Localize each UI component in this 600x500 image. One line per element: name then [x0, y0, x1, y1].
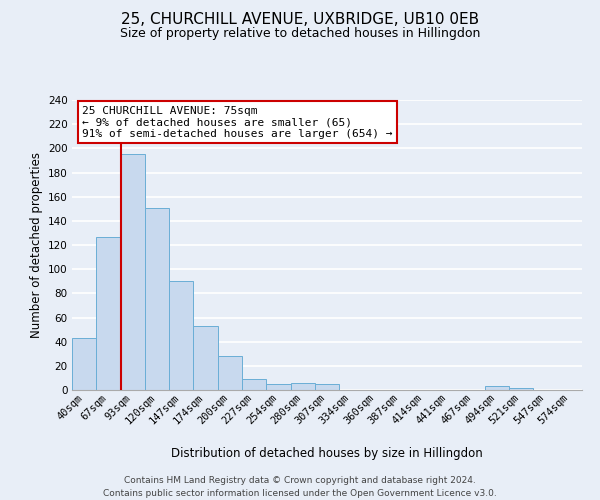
Text: Contains HM Land Registry data © Crown copyright and database right 2024.
Contai: Contains HM Land Registry data © Crown c… — [103, 476, 497, 498]
Y-axis label: Number of detached properties: Number of detached properties — [29, 152, 43, 338]
Bar — [193, 326, 218, 390]
Bar — [242, 379, 266, 390]
Text: 25, CHURCHILL AVENUE, UXBRIDGE, UB10 0EB: 25, CHURCHILL AVENUE, UXBRIDGE, UB10 0EB — [121, 12, 479, 28]
Text: 25 CHURCHILL AVENUE: 75sqm
← 9% of detached houses are smaller (65)
91% of semi-: 25 CHURCHILL AVENUE: 75sqm ← 9% of detac… — [82, 106, 392, 139]
Bar — [290, 383, 315, 390]
Bar — [266, 384, 290, 390]
Bar — [169, 281, 193, 390]
Text: Distribution of detached houses by size in Hillingdon: Distribution of detached houses by size … — [171, 448, 483, 460]
Bar — [315, 384, 339, 390]
Bar — [121, 154, 145, 390]
Bar — [96, 236, 121, 390]
Bar — [145, 208, 169, 390]
Bar — [509, 388, 533, 390]
Text: Size of property relative to detached houses in Hillingdon: Size of property relative to detached ho… — [120, 28, 480, 40]
Bar — [485, 386, 509, 390]
Bar — [218, 356, 242, 390]
Bar — [72, 338, 96, 390]
